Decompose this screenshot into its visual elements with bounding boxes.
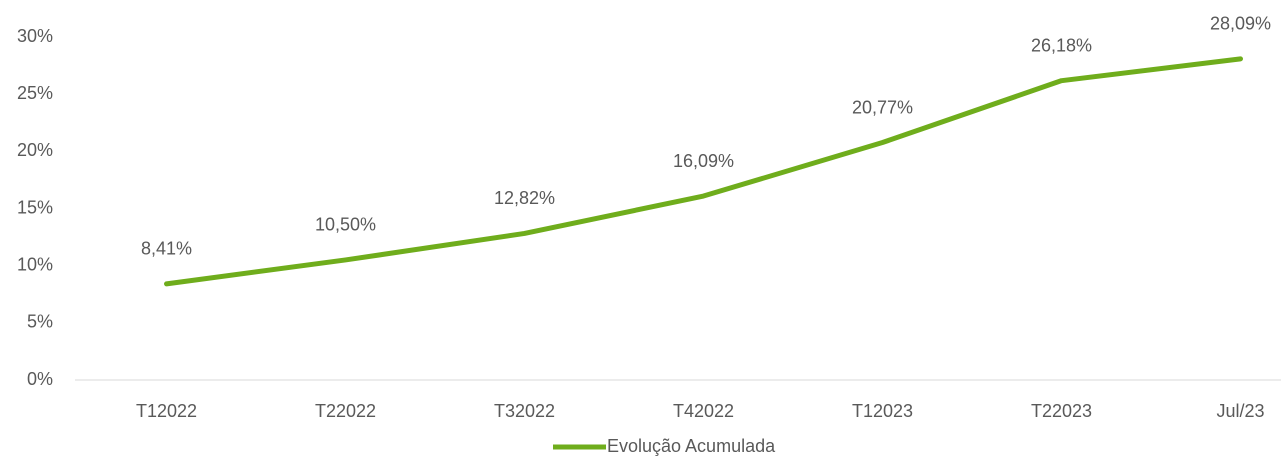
x-tick-label: T12022 (136, 401, 197, 421)
data-label: 20,77% (852, 97, 913, 117)
x-tick-label: T22023 (1031, 401, 1092, 421)
x-tick-label: T12023 (852, 401, 913, 421)
y-tick-label: 20% (17, 140, 53, 160)
data-label: 10,50% (315, 215, 376, 235)
data-label: 26,18% (1031, 35, 1092, 55)
series-line (164, 56, 1243, 287)
x-tick-label: T22022 (315, 401, 376, 421)
y-tick-label: 5% (27, 312, 53, 332)
y-tick-label: 10% (17, 254, 53, 274)
y-tick-label: 30% (17, 26, 53, 46)
y-tick-label: 0% (27, 369, 53, 389)
x-tick-label: T32022 (494, 401, 555, 421)
x-tick-label: T42022 (673, 401, 734, 421)
data-label: 16,09% (673, 151, 734, 171)
data-label: 12,82% (494, 188, 555, 208)
legend-label: Evolução Acumulada (607, 436, 776, 456)
data-label: 28,09% (1210, 14, 1271, 34)
x-tick-label: Jul/23 (1216, 401, 1264, 421)
data-label: 8,41% (141, 239, 192, 259)
y-tick-label: 25% (17, 83, 53, 103)
y-tick-label: 15% (17, 197, 53, 217)
